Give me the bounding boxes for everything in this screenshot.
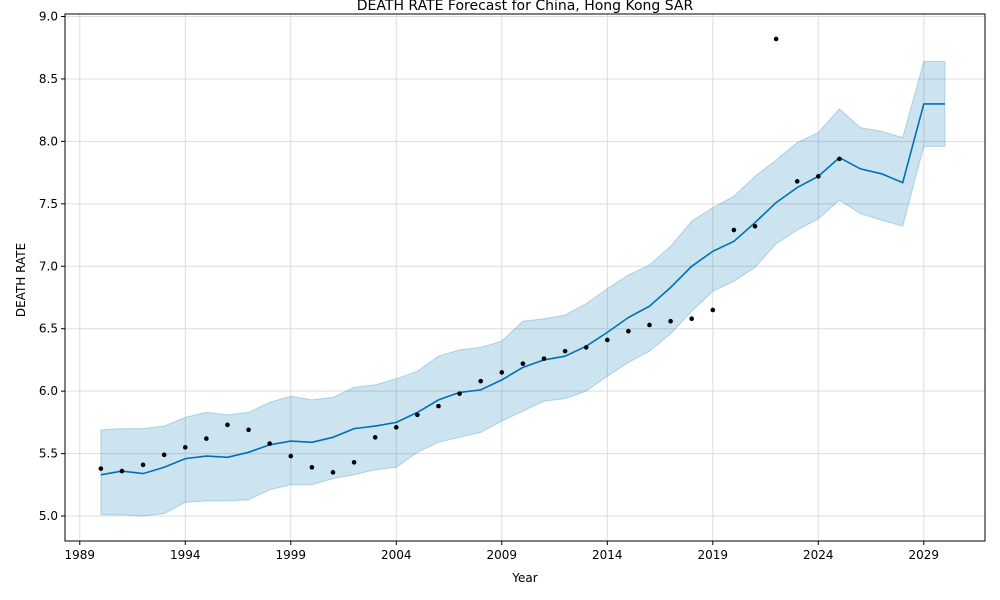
observed-point xyxy=(816,174,821,179)
x-tick-label: 2009 xyxy=(487,548,518,562)
observed-point xyxy=(246,427,251,433)
x-axis-title: Year xyxy=(511,571,537,585)
observed-point xyxy=(520,361,526,366)
observed-point xyxy=(182,445,188,450)
observed-point xyxy=(119,468,125,474)
observed-point xyxy=(288,453,294,459)
observed-point xyxy=(225,422,230,428)
observed-point xyxy=(647,322,652,328)
observed-point xyxy=(478,378,483,384)
x-tick-label: 2024 xyxy=(803,548,834,562)
observed-point xyxy=(583,345,589,350)
observed-point xyxy=(604,337,610,343)
y-tick-label: 8.5 xyxy=(39,72,58,86)
y-tick-label: 7.0 xyxy=(39,259,58,273)
observed-point xyxy=(330,470,336,475)
x-tick-label: 1989 xyxy=(64,548,95,562)
y-tick-label: 5.5 xyxy=(39,447,58,461)
y-tick-label: 5.0 xyxy=(39,509,58,523)
observed-point xyxy=(372,435,378,440)
y-tick-label: 6.0 xyxy=(39,384,58,398)
observed-point xyxy=(668,318,673,324)
observed-point xyxy=(267,441,272,446)
observed-point xyxy=(541,356,547,361)
observed-point xyxy=(837,156,842,162)
x-axis-ticks: 1989 1994 1999 2004 2009 2014 2019 2024 2029 xyxy=(64,541,939,562)
x-tick-label: 2019 xyxy=(698,548,729,562)
forecast-line xyxy=(100,103,945,476)
observed-point xyxy=(626,328,631,334)
y-tick-label: 6.5 xyxy=(39,322,58,336)
chart-title: DEATH RATE Forecast for China, Hong Kong… xyxy=(357,0,694,14)
observed-point xyxy=(794,179,800,184)
observed-point xyxy=(731,227,737,233)
observed-points xyxy=(98,36,842,475)
observed-point xyxy=(309,465,315,470)
x-tick-label: 1999 xyxy=(276,548,307,562)
observed-point xyxy=(773,36,779,42)
observed-point xyxy=(499,370,505,375)
x-tick-label: 2014 xyxy=(592,548,623,562)
observed-point xyxy=(98,466,104,471)
x-tick-label: 2004 xyxy=(381,548,412,562)
observed-point xyxy=(562,348,568,354)
y-axis-title: DEATH RATE xyxy=(14,243,28,317)
observed-point xyxy=(161,452,167,458)
plot-frame xyxy=(64,13,986,542)
y-tick-label: 8.0 xyxy=(39,134,58,148)
observed-point xyxy=(415,412,420,418)
observed-point xyxy=(393,425,399,430)
observed-point xyxy=(752,223,758,229)
grid-lines xyxy=(65,14,985,541)
y-tick-label: 9.0 xyxy=(39,9,58,23)
observed-point xyxy=(710,307,716,313)
x-tick-label: 2029 xyxy=(909,548,940,562)
observed-point xyxy=(351,460,357,465)
y-tick-label: 7.5 xyxy=(39,197,58,211)
uncertainty-interval xyxy=(100,61,946,517)
observed-point xyxy=(689,316,694,322)
observed-point xyxy=(436,403,441,409)
observed-point xyxy=(140,462,146,468)
observed-point xyxy=(457,391,462,396)
observed-point xyxy=(204,436,209,441)
y-axis-ticks: 5.0 5.5 6.0 6.5 7.0 7.5 8.0 8.5 9.0 xyxy=(39,9,65,523)
x-tick-label: 1994 xyxy=(170,548,201,562)
